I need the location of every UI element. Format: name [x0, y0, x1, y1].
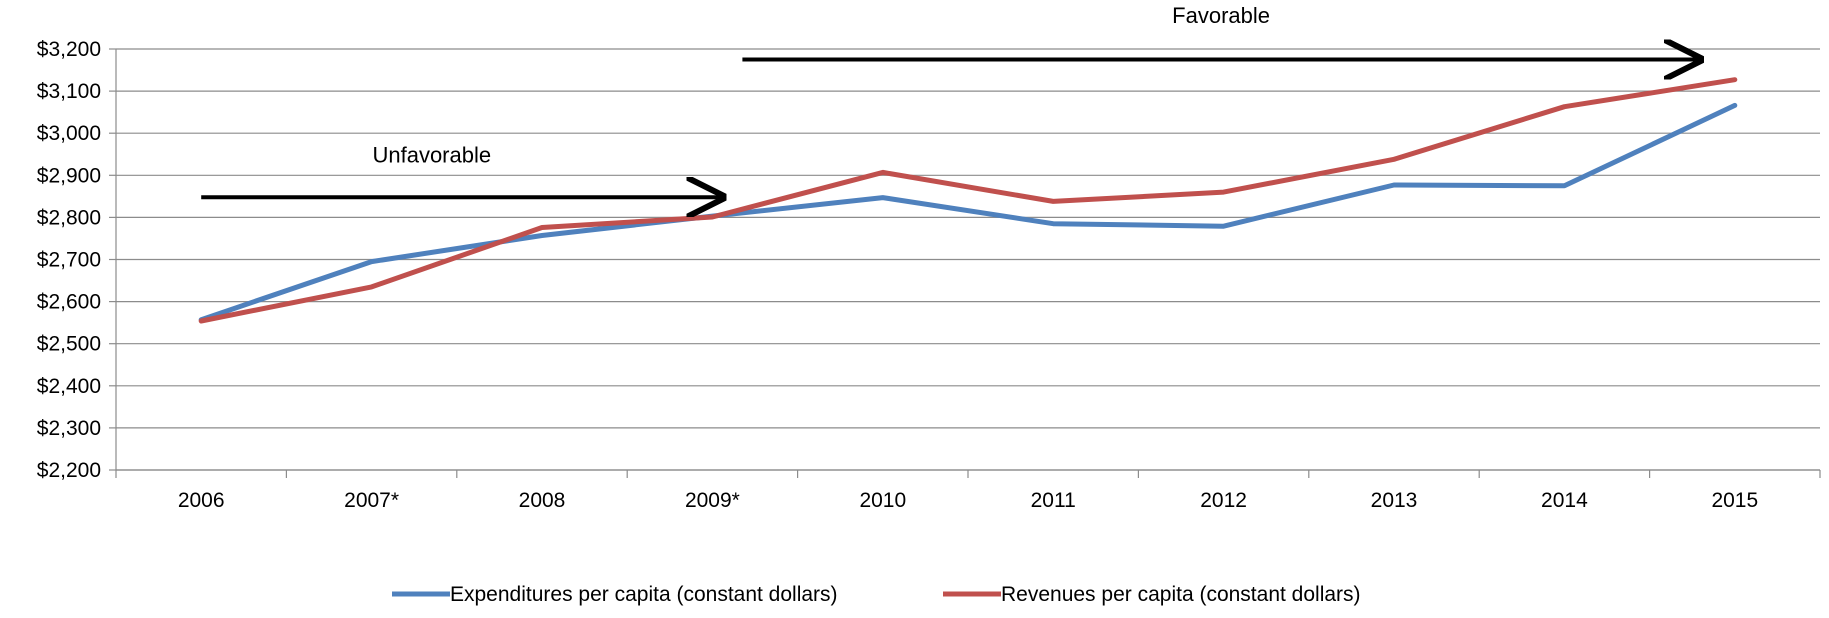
legend: Expenditures per capita (constant dollar…	[392, 583, 1361, 606]
annotation-label: Favorable	[1172, 3, 1270, 28]
y-tick-label: $2,700	[37, 249, 101, 272]
x-axis-ticks: 2006 2007* 2008 2009* 2010 2011 2012 2013 2014 20…	[115, 470, 1821, 512]
x-tick-label: 2011	[1031, 489, 1076, 512]
y-tick-label: $2,200	[37, 459, 101, 482]
y-tick-label: $2,500	[37, 333, 101, 356]
annotations: Unfavorable Favorable	[201, 3, 1700, 197]
series-line-expenditures	[198, 102, 1738, 323]
y-tick-label: $2,300	[37, 417, 101, 440]
y-tick-label: $3,000	[37, 122, 101, 145]
y-tick-label: $2,900	[37, 164, 101, 187]
legend-label: Revenues per capita (constant dollars)	[1001, 583, 1361, 606]
y-axis-ticks: $2,200 $2,300 $2,400 $2,500 $2,600 $2,700 $2,8…	[37, 38, 116, 482]
annotation-label: Unfavorable	[372, 143, 491, 168]
x-tick-label: 2014	[1541, 489, 1588, 512]
series-line-revenues	[198, 77, 1738, 324]
x-tick-label: 2009*	[685, 489, 740, 512]
x-tick-label: 2012	[1200, 489, 1247, 512]
x-tick-label: 2008	[519, 489, 566, 512]
legend-label: Expenditures per capita (constant dollar…	[450, 583, 838, 606]
x-tick-label: 2007*	[344, 489, 399, 512]
x-tick-label: 2010	[859, 489, 906, 512]
y-tick-label: $2,800	[37, 206, 101, 229]
y-tick-label: $3,200	[37, 38, 101, 61]
y-tick-label: $2,400	[37, 375, 101, 398]
y-tick-label: $2,600	[37, 291, 101, 314]
x-tick-label: 2015	[1711, 489, 1758, 512]
x-tick-label: 2006	[178, 489, 225, 512]
x-tick-label: 2013	[1371, 489, 1418, 512]
series-layer	[198, 77, 1738, 324]
y-tick-label: $3,100	[37, 80, 101, 103]
